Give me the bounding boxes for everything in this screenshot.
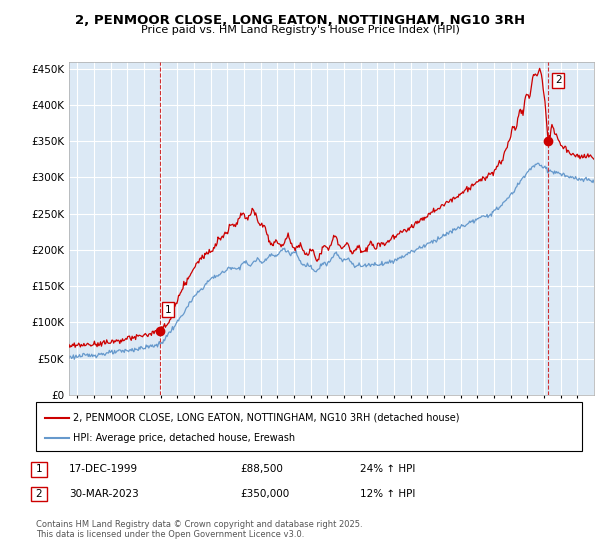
Text: 24% ↑ HPI: 24% ↑ HPI [360,464,415,474]
Text: 2, PENMOOR CLOSE, LONG EATON, NOTTINGHAM, NG10 3RH (detached house): 2, PENMOOR CLOSE, LONG EATON, NOTTINGHAM… [73,413,460,423]
Text: 1: 1 [165,305,172,315]
Text: 30-MAR-2023: 30-MAR-2023 [69,489,139,499]
Text: £350,000: £350,000 [240,489,289,499]
Text: HPI: Average price, detached house, Erewash: HPI: Average price, detached house, Erew… [73,433,295,444]
Text: Contains HM Land Registry data © Crown copyright and database right 2025.
This d: Contains HM Land Registry data © Crown c… [36,520,362,539]
Text: £88,500: £88,500 [240,464,283,474]
Text: Price paid vs. HM Land Registry's House Price Index (HPI): Price paid vs. HM Land Registry's House … [140,25,460,35]
Text: 17-DEC-1999: 17-DEC-1999 [69,464,138,474]
Text: 1: 1 [35,464,43,474]
Text: 2: 2 [555,76,562,85]
Text: 12% ↑ HPI: 12% ↑ HPI [360,489,415,499]
Text: 2, PENMOOR CLOSE, LONG EATON, NOTTINGHAM, NG10 3RH: 2, PENMOOR CLOSE, LONG EATON, NOTTINGHAM… [75,14,525,27]
Text: 2: 2 [35,489,43,499]
